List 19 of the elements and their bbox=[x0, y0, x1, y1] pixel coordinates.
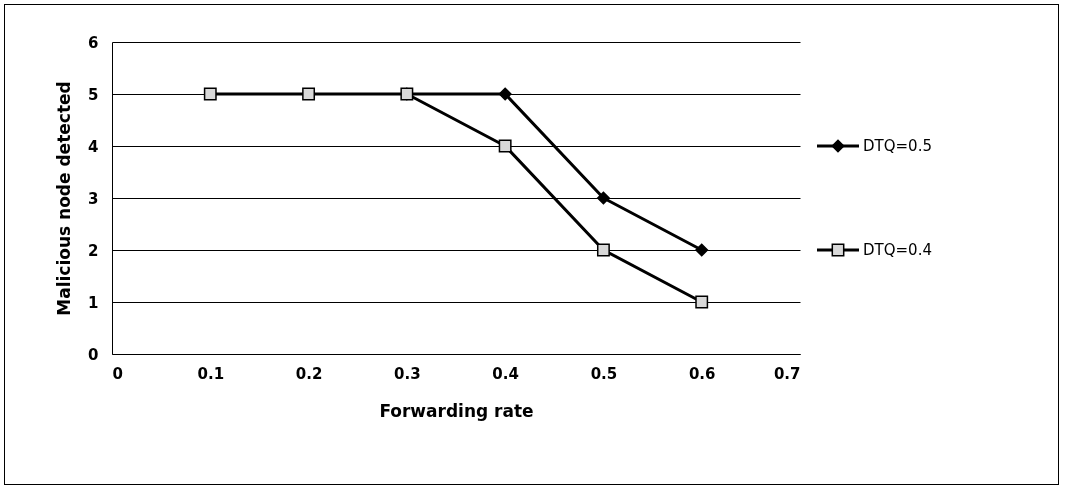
y-axis-title: Malicious node detected bbox=[54, 81, 75, 316]
x-axis-title: Forwarding rate bbox=[379, 400, 534, 421]
y-tick-label: 1 bbox=[88, 293, 99, 312]
legend-label: DTQ=0.5 bbox=[863, 137, 932, 155]
x-tick-label: 0 bbox=[112, 364, 123, 383]
x-tick-label: 0.6 bbox=[688, 364, 716, 383]
y-tick-label: 4 bbox=[88, 137, 99, 156]
x-tick-label: 0.7 bbox=[773, 364, 801, 383]
y-tick-label: 6 bbox=[88, 33, 99, 52]
x-tick-label: 0.3 bbox=[394, 364, 421, 383]
x-tick-label: 0.1 bbox=[197, 364, 225, 383]
legend-label: DTQ=0.4 bbox=[863, 241, 932, 259]
x-tick-label: 0.5 bbox=[590, 364, 618, 383]
y-tick-label: 2 bbox=[88, 241, 99, 260]
y-tick-label: 0 bbox=[88, 345, 99, 364]
y-tick-label: 5 bbox=[88, 85, 99, 104]
x-tick-label: 0.4 bbox=[492, 364, 519, 383]
x-tick-label: 0.2 bbox=[295, 364, 323, 383]
y-tick-label: 3 bbox=[88, 189, 99, 208]
